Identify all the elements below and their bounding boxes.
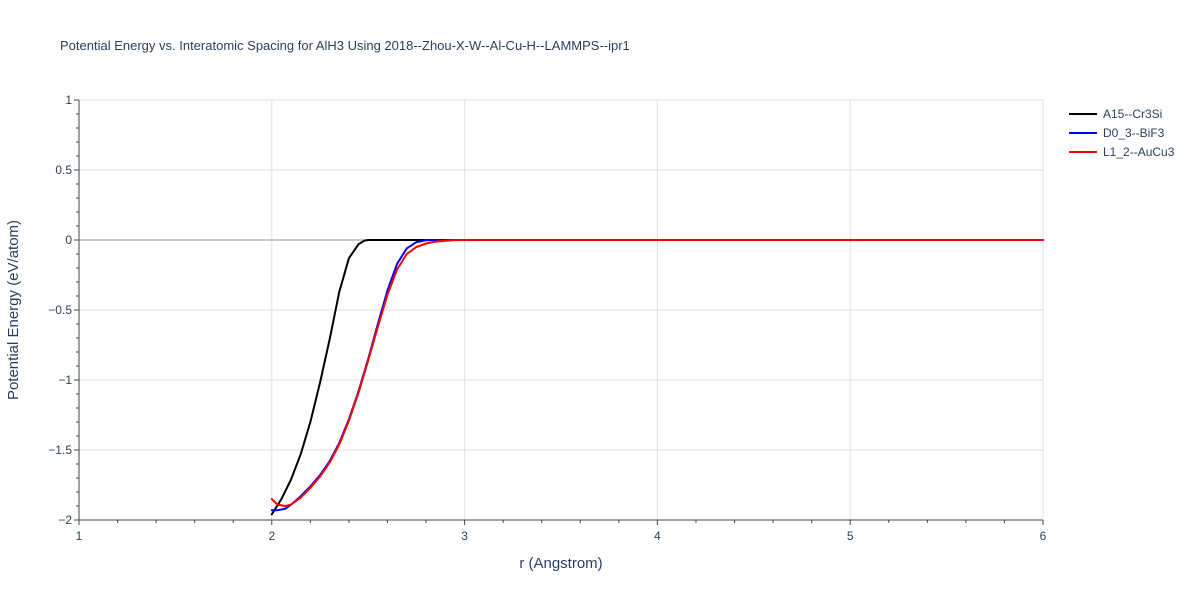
x-tick-label: 6 [1040,529,1047,543]
legend[interactable]: A15--Cr3Si D0_3--BiF3 L1_2--AuCu3 [1069,107,1175,159]
data-series [270,239,1044,516]
x-tick-label: 5 [847,529,854,543]
legend-item-2[interactable]: D0_3--BiF3 [1069,126,1165,140]
y-tick-label: −1 [58,373,72,387]
y-axis-label: Potential Energy (eV/atom) [5,220,22,400]
legend-label: A15--Cr3Si [1103,107,1162,121]
axes: 1 2 3 4 5 6 1 0.5 0 −0.5 −1 −1.5 −2 [48,93,1046,543]
legend-label: D0_3--BiF3 [1103,126,1165,140]
y-tick-label: −1.5 [48,443,72,457]
series-line-3 [270,239,1044,507]
y-tick-label: −2 [58,513,72,527]
y-tick-label: 1 [65,93,72,107]
x-axis-label: r (Angstrom) [519,555,602,572]
chart-title: Potential Energy vs. Interatomic Spacing… [60,38,630,53]
y-tick-label: −0.5 [48,303,72,317]
x-tick-label: 4 [654,529,661,543]
grid-lines [79,99,1044,520]
y-tick-label: 0.5 [55,163,72,177]
legend-label: L1_2--AuCu3 [1103,145,1175,159]
legend-item-1[interactable]: A15--Cr3Si [1069,107,1162,121]
y-tick-label: 0 [65,233,72,247]
x-tick-label: 2 [268,529,275,543]
x-tick-label: 1 [76,529,83,543]
x-tick-label: 3 [461,529,468,543]
legend-item-3[interactable]: L1_2--AuCu3 [1069,145,1175,159]
